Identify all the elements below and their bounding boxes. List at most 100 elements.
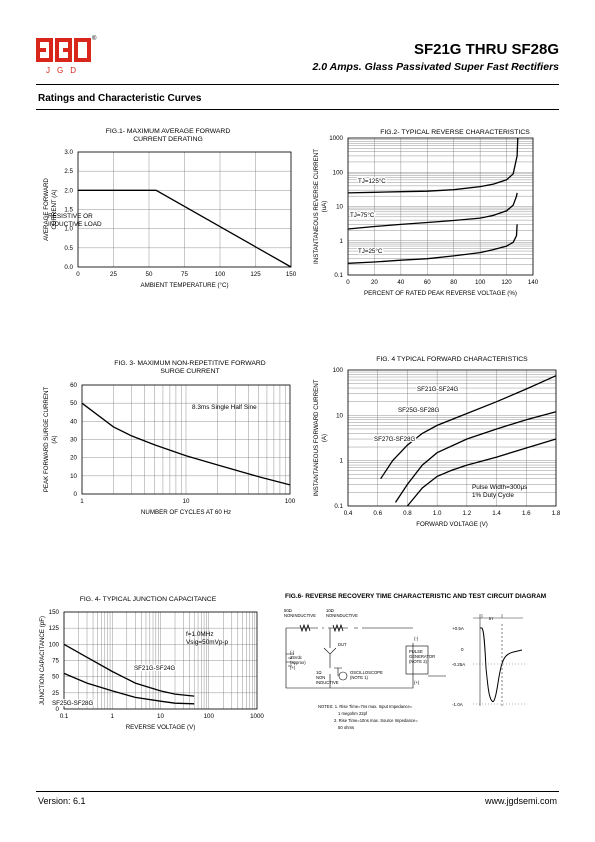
logo-text: JGD xyxy=(46,66,83,75)
x-tick-label: 1.2 xyxy=(463,510,472,517)
chart-annotation: Pulse Width=300μs xyxy=(472,484,527,491)
x-axis-label: NUMBER OF CYCLES AT 60 Hz xyxy=(141,509,231,516)
level-minus-025: -0.25A xyxy=(452,662,465,667)
chart-annotation: Vsig=50mVp-p xyxy=(186,639,229,646)
level-minus-1: -1.0A xyxy=(452,702,463,707)
x-axis-label: PERCENT OF RATED PEAK REVERSE VOLTAGE (%… xyxy=(364,290,517,297)
fig6-reverse-recovery-diagram: FIG.6- REVERSE RECOVERY TIME CHARACTERIS… xyxy=(284,593,546,730)
series-label: TJ=75°C xyxy=(350,212,375,219)
pulse-line-2: GENERATOR xyxy=(409,654,435,659)
y-tick-label: 2.0 xyxy=(64,187,73,194)
y-tick-label: 0.0 xyxy=(64,264,73,271)
y-axis-label: JUNCTION CAPACITANCE (pF) xyxy=(39,616,46,705)
chart-title: FIG. 4- TYPICAL JUNCTION CAPACITANCE xyxy=(80,596,217,603)
x-tick-label: 0.1 xyxy=(60,713,69,720)
y-axis-label: (A) xyxy=(321,434,328,442)
level-zero: 0 xyxy=(461,647,464,652)
dut-label: DUT xyxy=(338,642,347,647)
x-axis-label: REVERSE VOLTAGE (V) xyxy=(126,724,196,731)
series-line xyxy=(394,411,557,503)
y-tick-label: 1.0 xyxy=(64,226,73,233)
y-tick-label: 3.0 xyxy=(64,149,73,156)
series-label: SF25G-SF28G xyxy=(398,407,439,414)
chart-annotation: 1% Duty Cycle xyxy=(472,492,514,499)
r10-label: 10Ω xyxy=(326,608,334,613)
x-tick-label: 0.4 xyxy=(344,510,353,517)
y-tick-label: 60 xyxy=(70,382,77,389)
x-tick-label: 125 xyxy=(250,271,261,278)
y-tick-label: 100 xyxy=(333,367,344,374)
footer-rule xyxy=(36,791,559,792)
trr-label: trr xyxy=(489,616,494,621)
footer-website[interactable]: www.jgdsemi.com xyxy=(484,796,557,806)
y-tick-label: 20 xyxy=(70,455,77,462)
y-tick-label: 0 xyxy=(74,491,78,498)
notes-line-2: 1 megohm 22pf xyxy=(338,711,368,716)
fig5-junction-capacitance-chart: FIG. 4- TYPICAL JUNCTION CAPACITANCE 0.1 1… xyxy=(39,596,264,731)
plot-frame xyxy=(347,137,534,276)
y-tick-label: 50 xyxy=(52,674,59,681)
x-tick-label: 1.0 xyxy=(433,510,442,517)
r10-sub: NONINDUCTIVE xyxy=(326,613,358,618)
x-tick-label: 0.6 xyxy=(373,510,382,517)
fig3-surge-current-chart: FIG. 3- MAXIMUM NON-REPETITIVE FORWARDSU… xyxy=(43,360,296,516)
chart-title: FIG. 4 TYPICAL FORWARD CHARACTERISTICS xyxy=(376,356,528,363)
supply-line-1: (-) xyxy=(290,650,295,655)
x-tick-label: 1.4 xyxy=(492,510,501,517)
y-axis-label: PEAK FORWARD SURGE CURRENT xyxy=(43,387,50,493)
x-tick-label: 150 xyxy=(286,271,297,278)
series-label: TJ=125°C xyxy=(358,178,386,185)
pg-plus: (+) xyxy=(414,680,420,685)
y-tick-label: 100 xyxy=(333,169,344,176)
registered-mark: ® xyxy=(92,36,97,42)
plot-frame xyxy=(347,369,557,507)
y-axis-label: AVERAGE FORWARD xyxy=(43,178,50,241)
r1-line-1: 1Ω xyxy=(316,670,321,675)
series-line xyxy=(406,438,557,507)
x-tick-label: 75 xyxy=(181,271,188,278)
series-line xyxy=(380,375,557,480)
x-tick-label: 1.6 xyxy=(522,510,531,517)
series-label: SF21G-SF24G xyxy=(134,665,175,672)
y-axis-label: INSTANTANEOUS REVERSE CURRENT xyxy=(313,149,320,264)
y-tick-label: 75 xyxy=(52,658,59,665)
fig4-forward-characteristics-chart: FIG. 4 TYPICAL FORWARD CHARACTERISTICS 0.… xyxy=(313,356,561,528)
section-title: Ratings and Characteristic Curves xyxy=(38,93,202,104)
x-tick-label: 20 xyxy=(371,279,378,286)
x-axis-label: AMBIENT TEMPERATURE (°C) xyxy=(140,282,228,289)
r50-label: 50Ω xyxy=(284,608,292,613)
resistor-symbols xyxy=(299,623,344,633)
series-line xyxy=(63,672,195,705)
y-tick-label: 10 xyxy=(336,412,343,419)
header-rule xyxy=(36,84,559,85)
section-rule xyxy=(36,109,559,110)
jgd-logo xyxy=(36,38,91,62)
y-tick-label: 1000 xyxy=(329,135,343,142)
page-subtitle: 2.0 Amps. Glass Passivated Super Fast Re… xyxy=(312,61,559,73)
y-tick-label: 40 xyxy=(70,418,77,425)
supply-line-4: (+) xyxy=(290,665,296,670)
chart-title: CURRENT DERATING xyxy=(133,136,203,143)
y-tick-label: 100 xyxy=(49,641,60,648)
x-tick-label: 1000 xyxy=(250,713,264,720)
chart-title: FIG. 3- MAXIMUM NON-REPETITIVE FORWARD xyxy=(114,360,266,367)
pulse-line-1: PULSE xyxy=(409,649,423,654)
x-axis-label: FORWARD VOLTAGE (V) xyxy=(416,521,488,528)
level-plus-05: +0.5A xyxy=(452,626,464,631)
recovery-waveform: trr +0.5A 0 -0.25A -1.0A xyxy=(452,614,526,707)
x-tick-label: 100 xyxy=(204,713,215,720)
chart-annotation: INDUCTIVE LOAD xyxy=(48,221,102,228)
x-tick-label: 60 xyxy=(424,279,431,286)
page-title: SF21G THRU SF28G xyxy=(413,41,559,58)
y-tick-label: 0.1 xyxy=(334,503,343,510)
plot-frame xyxy=(81,384,291,495)
y-tick-label: 25 xyxy=(52,690,59,697)
y-tick-label: 10 xyxy=(336,204,343,211)
chart-title: FIG.1- MAXIMUM AVERAGE FORWARD xyxy=(106,128,231,135)
notes-line-4: 50 ohms xyxy=(338,725,354,730)
plot-frame xyxy=(63,611,258,710)
supply-line-2: 25Vdc xyxy=(290,655,302,660)
x-tick-label: 0 xyxy=(346,279,350,286)
x-tick-label: 100 xyxy=(475,279,486,286)
